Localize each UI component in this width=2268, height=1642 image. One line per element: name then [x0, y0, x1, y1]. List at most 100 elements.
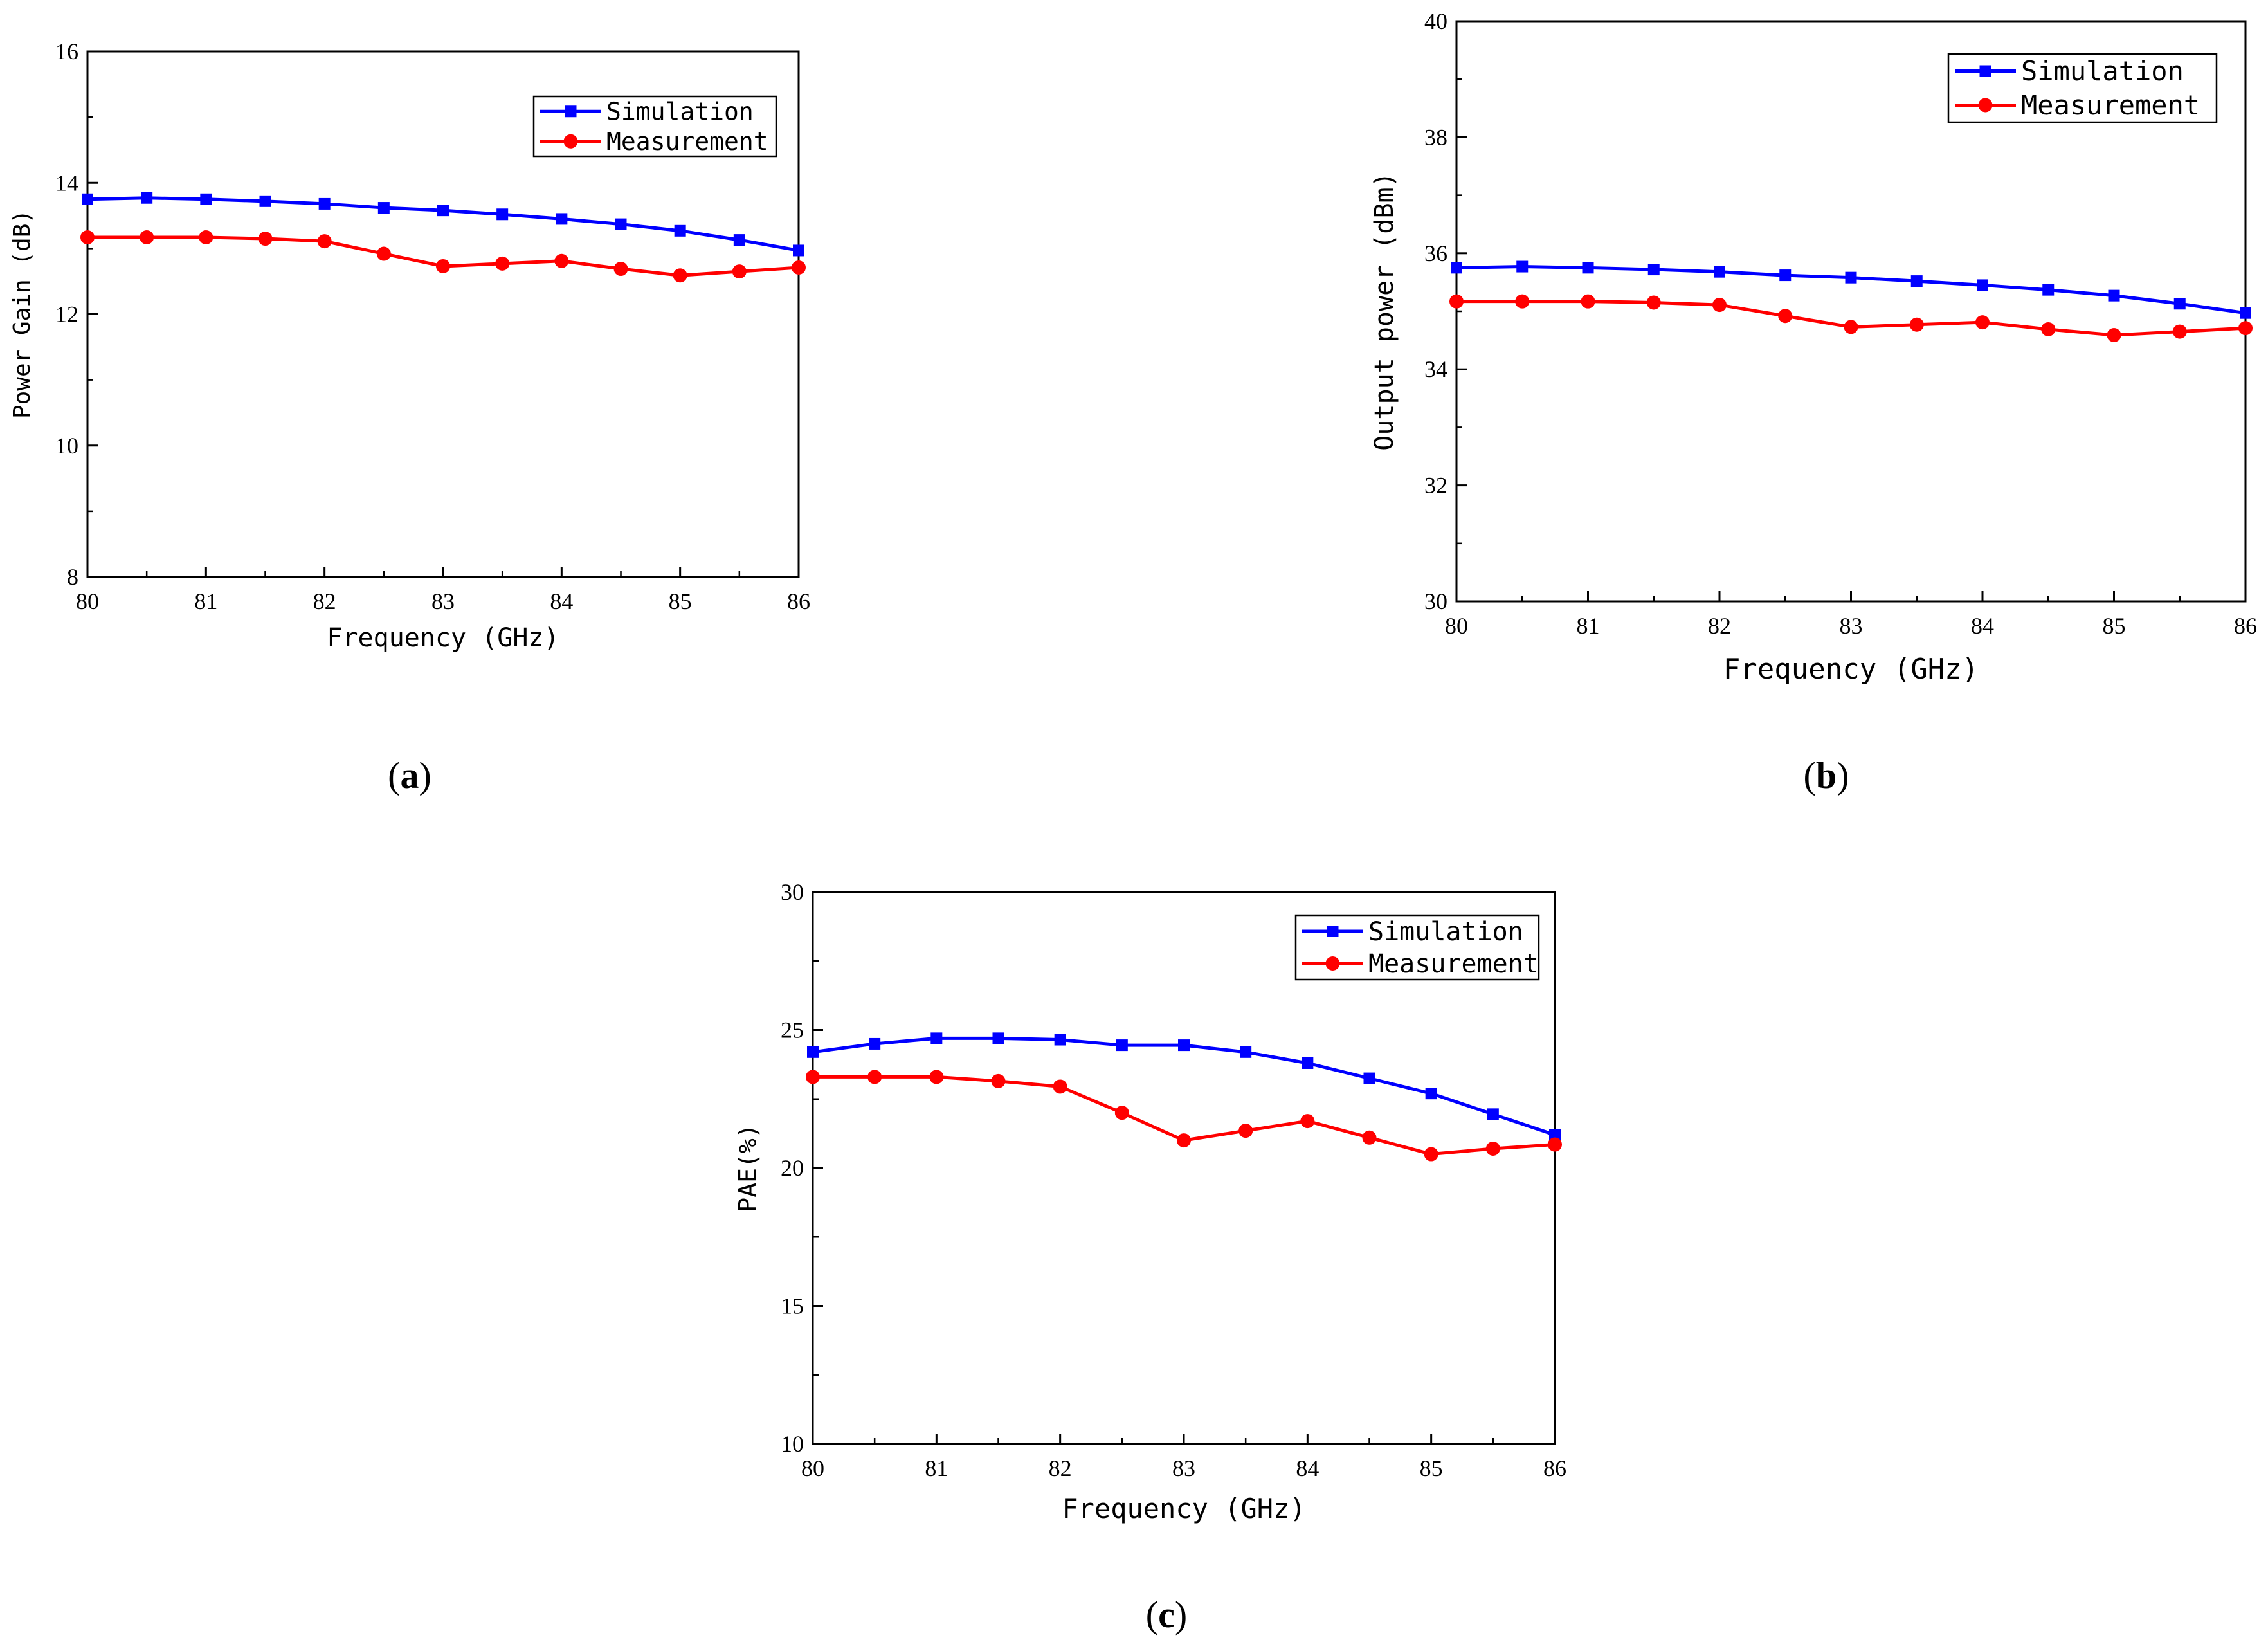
measurement-marker	[1515, 294, 1530, 309]
simulation-marker	[1363, 1072, 1375, 1084]
simulation-marker	[1977, 279, 1988, 291]
measurement-marker	[867, 1070, 882, 1084]
x-tick-label: 83	[431, 588, 455, 614]
measurement-marker	[317, 234, 332, 249]
chart-panel-a: 80 81 82 83 84 85 86 8 10 12 14 16 Frequency (GHz) Po…	[9, 39, 810, 653]
y-tick-label: 10	[55, 433, 78, 459]
legend-measurement-label: Measurement	[2021, 89, 2200, 121]
measurement-marker	[140, 230, 154, 245]
measurement-marker	[1177, 1133, 1191, 1148]
panel-label-open: (	[1804, 754, 1816, 796]
simulation-marker	[1054, 1034, 1066, 1046]
simulation-marker	[793, 244, 804, 257]
simulation-marker	[1116, 1039, 1128, 1052]
measurement-marker	[1548, 1137, 1562, 1152]
simulation-marker	[2240, 307, 2251, 319]
y-tick-label: 40	[1424, 8, 1447, 34]
legend-simulation-label: Simulation	[2021, 55, 2184, 87]
measurement-marker	[1449, 294, 1464, 309]
panel-label-close: )	[419, 754, 431, 796]
measurement-marker	[2238, 321, 2253, 336]
simulation-marker	[1451, 262, 1462, 274]
measurement-marker	[376, 246, 391, 261]
simulation-marker	[1647, 264, 1660, 276]
simulation-marker	[141, 192, 153, 204]
measurement-marker	[1053, 1079, 1067, 1094]
simulation-marker	[2108, 289, 2120, 302]
x-tick-label: 80	[1445, 613, 1468, 639]
y-tick-label: 25	[781, 1017, 804, 1043]
x-tick-label: 83	[1840, 613, 1863, 639]
measurement-marker	[1362, 1130, 1377, 1145]
simulation-marker	[2042, 284, 2055, 296]
x-tick-label: 85	[669, 588, 692, 614]
simulation-marker	[674, 224, 686, 237]
y-tick-label: 32	[1424, 473, 1447, 498]
measurement-marker	[495, 256, 510, 271]
y-axis-label: PAE(%)	[734, 1124, 762, 1212]
y-axis-label: Power Gain (dB)	[9, 210, 35, 419]
x-tick-label: 86	[1543, 1455, 1566, 1481]
y-tick-label: 8	[67, 564, 78, 590]
x-tick-label: 84	[550, 588, 573, 614]
x-tick-label: 81	[1577, 613, 1600, 639]
legend-simulation-marker	[565, 105, 577, 118]
simulation-marker	[437, 205, 449, 217]
x-tick-label: 84	[1296, 1455, 1319, 1481]
legend-measurement-marker	[1325, 956, 1340, 971]
legend-simulation-label: Simulation	[606, 98, 754, 126]
measurement-marker	[929, 1070, 944, 1084]
measurement-marker	[1778, 309, 1793, 324]
x-tick-label: 80	[76, 588, 99, 614]
x-tick-label: 85	[1420, 1455, 1443, 1481]
y-tick-label: 30	[1424, 588, 1447, 614]
x-tick-label: 82	[1049, 1455, 1072, 1481]
measurement-marker	[673, 268, 687, 283]
x-tick-label: 83	[1172, 1455, 1195, 1481]
measurement-marker	[613, 262, 628, 277]
x-tick-label: 85	[2103, 613, 2126, 639]
panel-label-letter: b	[1816, 754, 1837, 796]
measurement-marker	[554, 253, 569, 268]
legend-simulation-label: Simulation	[1368, 917, 1523, 947]
measurement-marker	[80, 230, 95, 245]
legend-measurement-label: Measurement	[1368, 949, 1539, 979]
x-axis-label: Frequency (GHz)	[1062, 1493, 1305, 1524]
simulation-marker	[992, 1032, 1004, 1044]
x-tick-label: 80	[801, 1455, 824, 1481]
y-tick-label: 30	[781, 879, 804, 905]
y-tick-label: 16	[55, 39, 78, 64]
panel-label-close: )	[1175, 1594, 1187, 1636]
legend-measurement-label: Measurement	[606, 127, 768, 156]
simulation-marker	[807, 1046, 819, 1058]
measurement-marker	[436, 259, 450, 273]
y-tick-label: 38	[1424, 124, 1447, 150]
measurement-marker	[199, 230, 213, 245]
measurement-marker	[1424, 1147, 1438, 1162]
simulation-marker	[377, 202, 390, 214]
panel-label-close: )	[1837, 754, 1849, 796]
simulation-marker	[1582, 262, 1594, 274]
panel-label-letter: c	[1158, 1594, 1175, 1636]
y-tick-label: 20	[781, 1155, 804, 1181]
measurement-marker	[732, 264, 747, 279]
x-tick-label: 86	[2234, 613, 2257, 639]
x-axis-label: Frequency (GHz)	[327, 623, 559, 653]
simulation-marker	[496, 208, 509, 221]
panel-label: (b)	[1804, 754, 1849, 796]
y-tick-label: 12	[55, 302, 78, 327]
panel-label-letter: a	[401, 754, 419, 796]
y-tick-label: 15	[781, 1293, 804, 1319]
measurement-marker	[1485, 1141, 1500, 1156]
measurement-marker	[1646, 295, 1661, 310]
x-axis-label: Frequency (GHz)	[1723, 653, 1979, 686]
measurement-marker	[1712, 298, 1727, 313]
y-tick-label: 14	[55, 170, 78, 196]
x-tick-label: 86	[787, 588, 810, 614]
y-tick-label: 36	[1424, 241, 1447, 266]
y-tick-label: 34	[1424, 356, 1447, 382]
simulation-marker	[930, 1032, 943, 1044]
simulation-marker	[1240, 1046, 1252, 1058]
x-tick-label: 81	[194, 588, 217, 614]
measurement-marker	[1581, 294, 1595, 309]
